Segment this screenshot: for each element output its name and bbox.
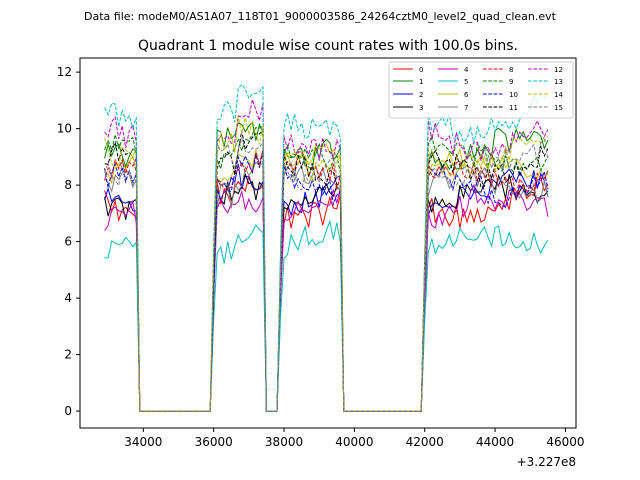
series-line-13 bbox=[104, 83, 549, 412]
chart-title: Quadrant 1 module wise count rates with … bbox=[138, 38, 518, 54]
y-tick-label: 8 bbox=[64, 178, 72, 192]
legend-label-12: 12 bbox=[554, 66, 563, 74]
legend-label-9: 9 bbox=[509, 78, 513, 86]
x-tick-label: 46000 bbox=[546, 435, 584, 449]
y-axis: 0 2 4 6 8 10 12 bbox=[57, 65, 80, 418]
y-tick-label: 0 bbox=[64, 404, 72, 418]
legend-label-10: 10 bbox=[509, 91, 518, 99]
plot-frame bbox=[79, 57, 577, 429]
y-tick-label: 10 bbox=[57, 122, 72, 136]
x-tick-label: 38000 bbox=[265, 435, 303, 449]
x-axis: 34000 36000 38000 40000 42000 44000 46000 bbox=[124, 428, 585, 449]
legend-label-0: 0 bbox=[419, 66, 423, 74]
x-tick-label: 44000 bbox=[476, 435, 514, 449]
legend-label-1: 1 bbox=[419, 78, 423, 86]
legend-label-7: 7 bbox=[464, 104, 468, 112]
legend-label-6: 6 bbox=[464, 91, 469, 99]
x-tick-label: 34000 bbox=[124, 435, 162, 449]
x-tick-label: 36000 bbox=[195, 435, 233, 449]
legend-label-11: 11 bbox=[509, 104, 518, 112]
legend-label-5: 5 bbox=[464, 78, 468, 86]
y-tick-label: 6 bbox=[64, 235, 72, 249]
x-offset-label: +3.227e8 bbox=[517, 455, 576, 469]
x-tick-label: 40000 bbox=[335, 435, 373, 449]
legend-label-8: 8 bbox=[509, 66, 513, 74]
series-line-15 bbox=[104, 135, 549, 412]
legend-label-15: 15 bbox=[554, 104, 563, 112]
series-layer bbox=[104, 83, 549, 412]
legend-label-13: 13 bbox=[554, 78, 563, 86]
legend-label-4: 4 bbox=[464, 66, 469, 74]
y-tick-label: 2 bbox=[64, 348, 72, 362]
y-tick-label: 12 bbox=[57, 65, 72, 79]
y-tick-label: 4 bbox=[64, 291, 72, 305]
legend-label-3: 3 bbox=[419, 104, 423, 112]
legend-label-2: 2 bbox=[419, 91, 423, 99]
legend-label-14: 14 bbox=[554, 91, 563, 99]
x-tick-label: 42000 bbox=[406, 435, 444, 449]
figure-suptitle: Data file: modeM0/AS1A07_118T01_90000035… bbox=[84, 10, 557, 23]
series-line-10 bbox=[104, 151, 549, 412]
legend-frame bbox=[388, 61, 574, 119]
